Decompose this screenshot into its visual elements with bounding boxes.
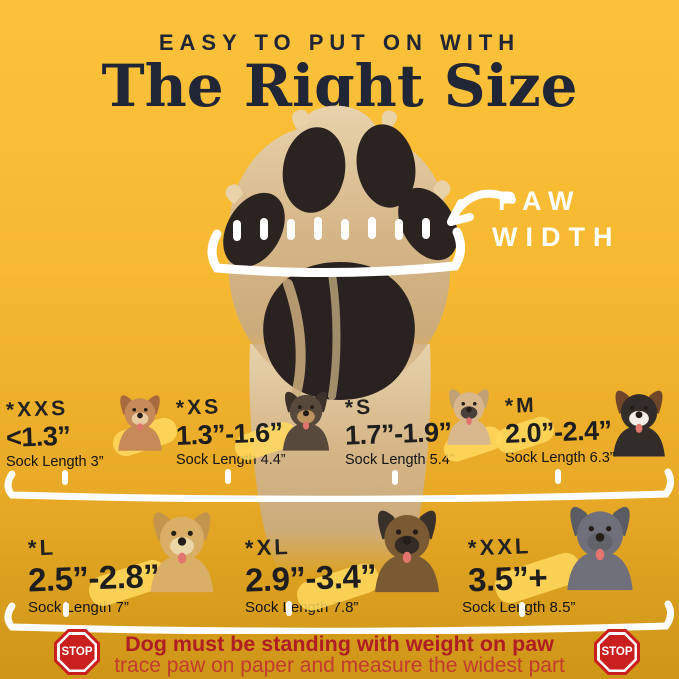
sock-length: Sock Length 6.3” xyxy=(505,450,615,466)
australian-shepherd-photo xyxy=(613,390,665,457)
size-range: 1.3”-1.6” xyxy=(175,417,284,451)
stop-sign-right-icon: STOP xyxy=(594,629,640,675)
ruler-divider-top xyxy=(4,468,675,502)
warning-line-1: Dog must be standing with weight on paw xyxy=(125,632,554,656)
paw-width-label-line2: WIDTH xyxy=(492,222,621,252)
sock-length: Sock Length 8.5” xyxy=(462,599,576,616)
paw-width-label: PAW WIDTH xyxy=(492,183,668,255)
warning-line-2: trace paw on paper and measure the wides… xyxy=(114,654,565,677)
yorkshire-terrier-puppy-photo xyxy=(282,391,330,451)
paw-width-bracket xyxy=(207,217,465,278)
size-range: 1.7”-1.9” xyxy=(344,416,453,451)
size-card-l: *L 2.5”-2.8” Sock Length 7” xyxy=(27,512,228,616)
kicker-text: EASY TO PUT ON WITH xyxy=(158,30,521,55)
stop-sign-text: STOP xyxy=(599,634,635,670)
golden-retriever-photo xyxy=(150,512,214,593)
stop-sign-text: STOP xyxy=(59,634,95,670)
size-range: 3.5”+ xyxy=(467,558,548,599)
size-range: 2.9”-3.4” xyxy=(244,557,377,599)
paw-width-arrow-icon xyxy=(447,189,516,226)
chihuahua-photo xyxy=(118,395,162,451)
size-range: 2.5”-2.8” xyxy=(27,556,160,599)
sock-length: Sock Length 5.4” xyxy=(345,452,455,468)
great-dane-photo xyxy=(567,506,633,591)
paw-width-label-line1: PAW xyxy=(498,186,582,216)
french-bulldog-photo xyxy=(447,389,491,445)
measure-dashes xyxy=(233,217,430,241)
size-card-m: *M 2.0”-2.4” Sock Length 6.3” xyxy=(492,390,673,466)
size-card-xl: *XL 2.9”-3.4” Sock Length 7.8” xyxy=(244,510,450,616)
size-range: <1.3” xyxy=(5,420,71,453)
dog-paw-photo xyxy=(223,105,458,576)
german-shepherd-photo xyxy=(375,510,439,593)
size-card-xxs: *XXS <1.3” Sock Length 3” xyxy=(5,395,181,470)
ruler-divider-bottom xyxy=(4,600,675,634)
sock-length: Sock Length 3” xyxy=(6,454,104,470)
size-card-xxl: *XXL 3.5”+ Sock Length 8.5” xyxy=(460,506,660,616)
stop-sign-left-icon: STOP xyxy=(54,629,100,675)
size-card-xs: *XS 1.3”-1.6” Sock Length 4.4” xyxy=(175,391,338,468)
size-card-s: *S 1.7”-1.9” Sock Length 5.4” xyxy=(344,389,506,468)
size-range: 2.0”-2.4” xyxy=(504,415,613,449)
